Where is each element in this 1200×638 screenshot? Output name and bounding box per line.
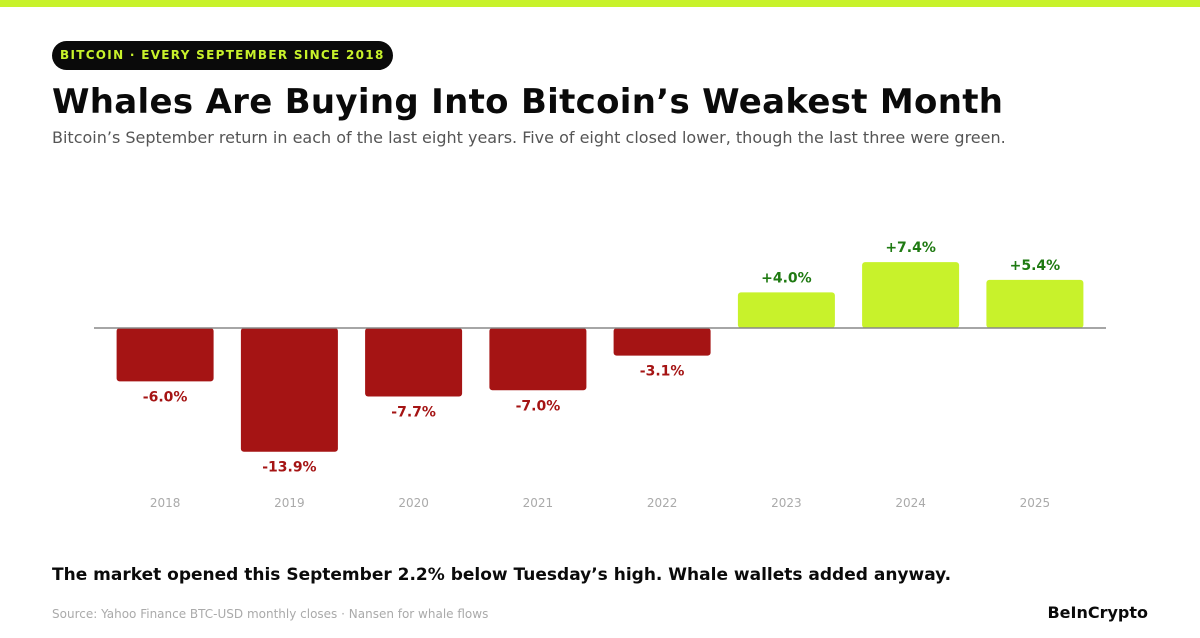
brand-logo-text: BeInCrypto [1047, 603, 1148, 622]
kicker-badge: BITCOIN · EVERY SEPTEMBER SINCE 2018 [52, 41, 393, 70]
data-label-2025: +5.4% [1010, 258, 1061, 274]
data-label-2024: +7.4% [885, 240, 936, 256]
x-tick-label-2023: 2023 [771, 496, 802, 510]
bar-2019 [240, 328, 338, 452]
data-label-2018: -6.0% [143, 389, 188, 405]
x-tick-label-2019: 2019 [274, 496, 305, 510]
bar-2022 [613, 328, 711, 356]
bar-2020 [365, 328, 463, 397]
data-label-2021: -7.0% [516, 398, 561, 414]
x-tick-label-2022: 2022 [647, 496, 678, 510]
x-tick-label-2024: 2024 [895, 496, 926, 510]
page-subtitle: Bitcoin’s September return in each of th… [52, 128, 1006, 147]
bar-2025 [986, 279, 1084, 328]
data-label-2022: -3.1% [640, 364, 685, 380]
data-label-2020: -7.7% [391, 405, 436, 421]
data-label-2023: +4.0% [761, 270, 812, 286]
takeaway-text: The market opened this September 2.2% be… [52, 565, 952, 585]
data-label-2019: -13.9% [262, 460, 316, 476]
page-title: Whales Are Buying Into Bitcoin’s Weakest… [52, 82, 1004, 122]
x-tick-label-2025: 2025 [1020, 496, 1051, 510]
x-tick-label-2021: 2021 [523, 496, 554, 510]
source-note: Source: Yahoo Finance BTC-USD monthly cl… [52, 607, 489, 621]
x-tick-label-2018: 2018 [150, 496, 181, 510]
x-tick-label-2020: 2020 [398, 496, 429, 510]
bar-2023 [737, 292, 835, 328]
bar-2018 [116, 328, 214, 382]
bar-2024 [862, 262, 960, 328]
bar-2021 [489, 328, 587, 391]
accent-top-bar [0, 0, 1200, 7]
